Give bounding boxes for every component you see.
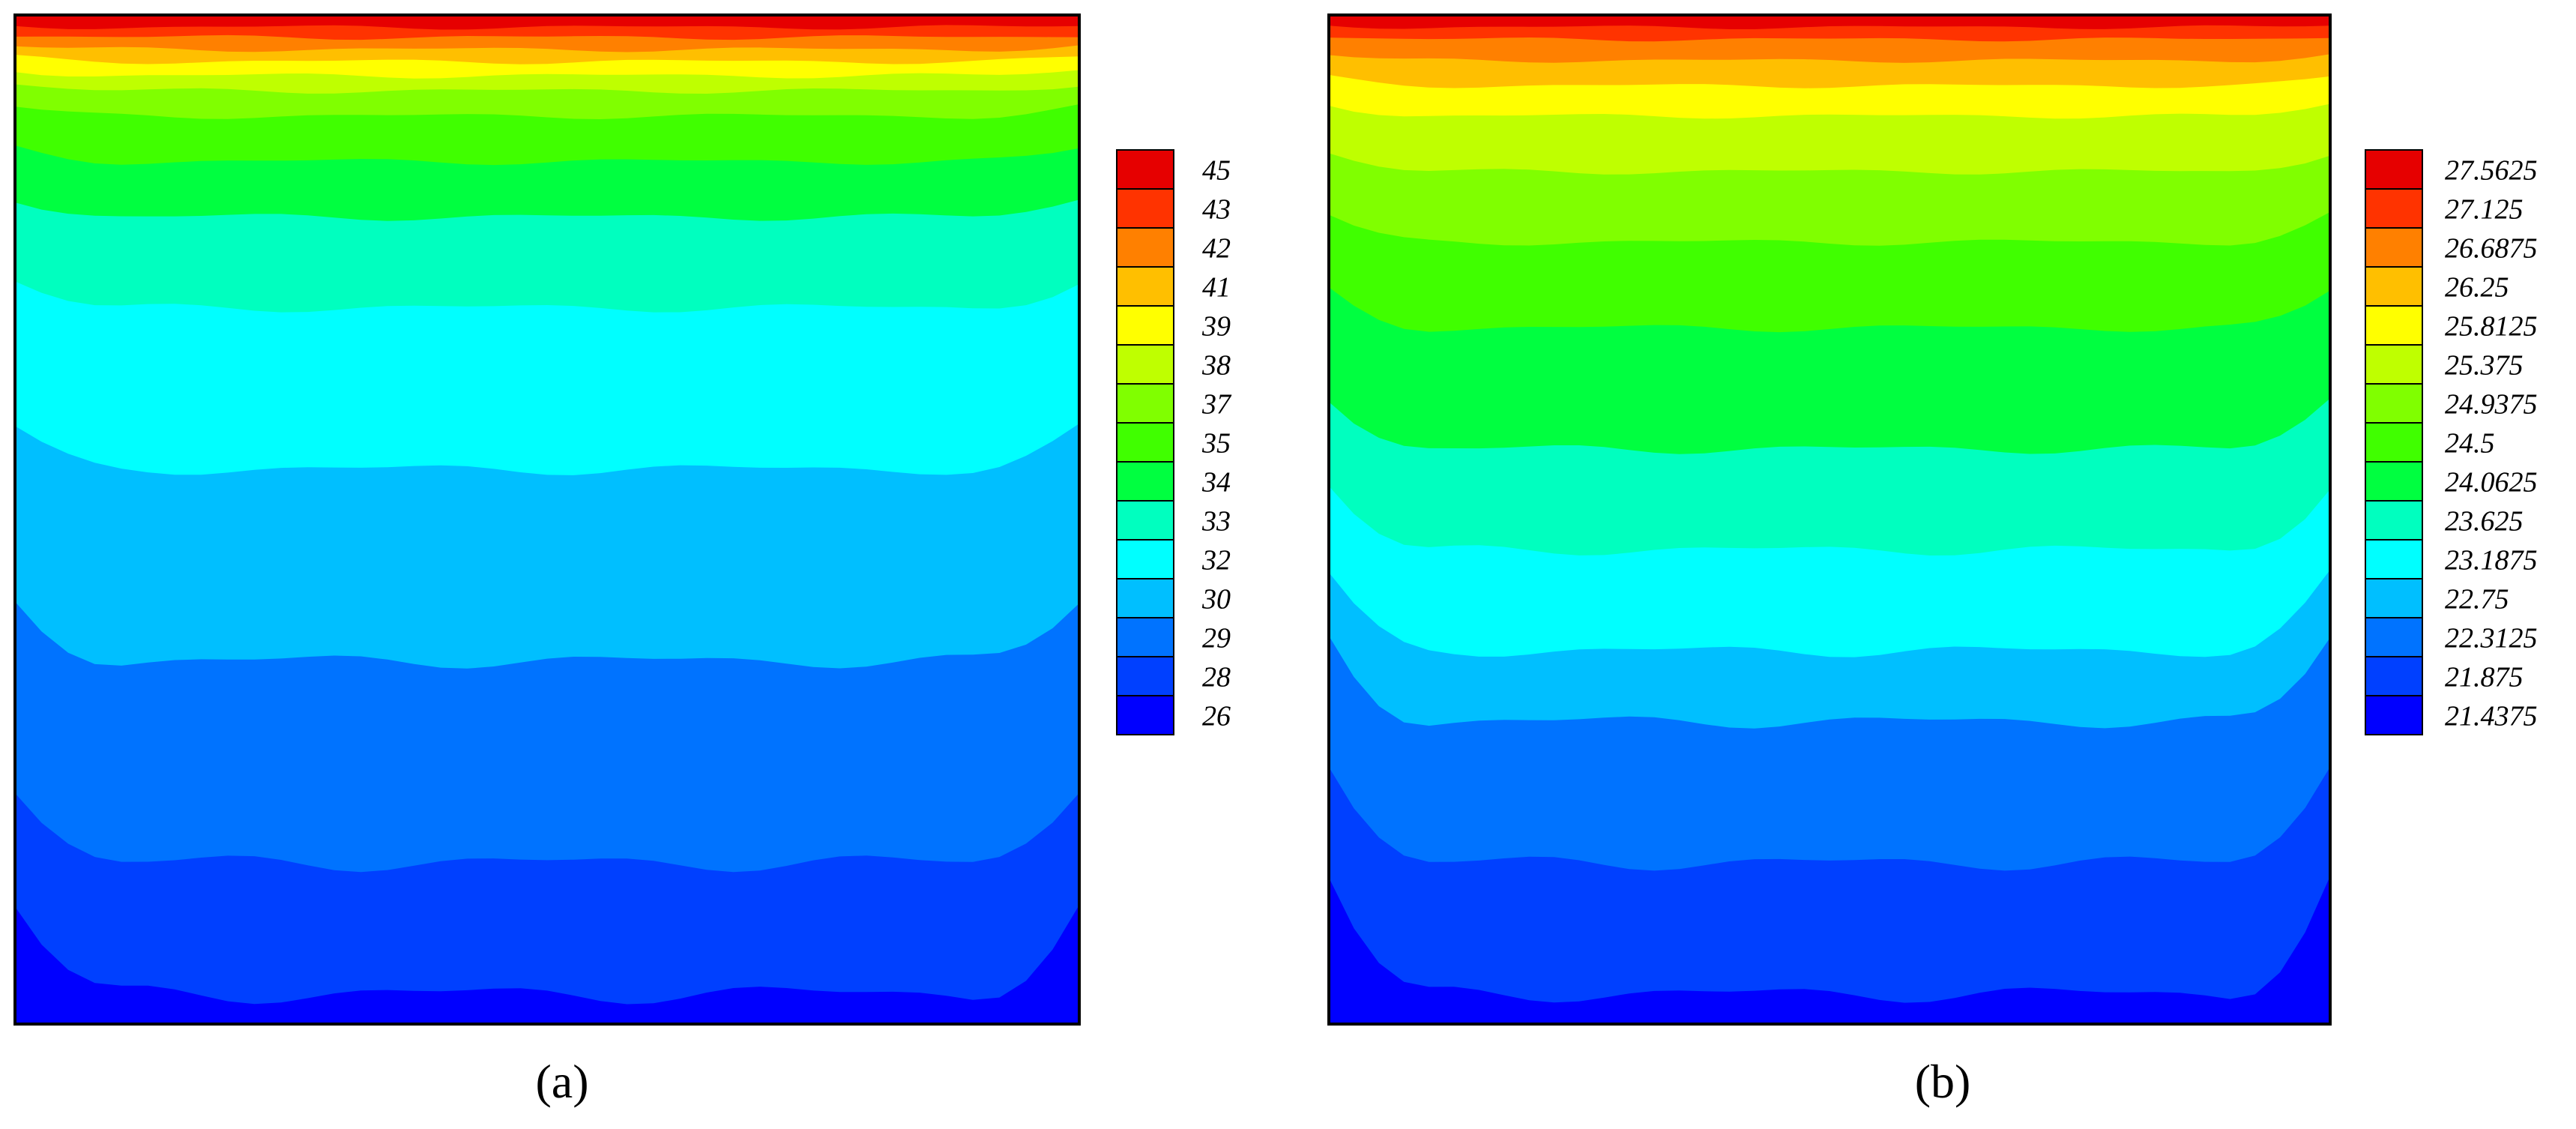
- legend-label: 29: [1202, 622, 1231, 654]
- legend-swatch: [2365, 617, 2423, 657]
- legend-label: 27.125: [2445, 193, 2524, 225]
- legend-label: 26.6875: [2445, 232, 2538, 264]
- plot-frame: [13, 13, 1081, 1026]
- legend-label: 27.5625: [2445, 154, 2538, 186]
- legend-label: 33: [1201, 505, 1231, 537]
- legend-b: 27.5625 27.125 26.6875 26.25 25.8125 25.375 24…: [2365, 149, 2538, 735]
- legend-swatch: [2365, 227, 2423, 268]
- legend-label: 45: [1202, 154, 1231, 186]
- legend-label: 28: [1202, 661, 1231, 693]
- legend-swatch: [2365, 422, 2423, 463]
- legend-swatch: [2365, 461, 2423, 502]
- legend-swatch: [1116, 188, 1174, 229]
- legend-swatch: [1116, 344, 1174, 385]
- legend-a: 45 43 42 41 39 38 37 35 34 33 32 30 29 28 26: [1116, 149, 1232, 735]
- legend-label: 34: [1201, 466, 1231, 498]
- legend-label: 23.1875: [2445, 544, 2538, 576]
- legend-swatch: [2365, 188, 2423, 229]
- legend-label: 26.25: [2445, 271, 2509, 303]
- legend-label: 42: [1202, 232, 1231, 264]
- legend-swatch: [1116, 305, 1174, 346]
- legend-swatch: [1116, 539, 1174, 579]
- legend-swatch: [2365, 344, 2423, 385]
- plot-frame: [1327, 13, 2332, 1026]
- legend-swatch: [1116, 617, 1174, 657]
- legend-swatch: [1116, 149, 1174, 190]
- legend-label: 39: [1201, 310, 1231, 342]
- legend-label: 23.625: [2445, 505, 2524, 537]
- legend-swatch: [2365, 578, 2423, 618]
- legend-swatch: [1116, 227, 1174, 268]
- contour-panel-a: [13, 13, 1081, 1026]
- legend-swatch: [2365, 539, 2423, 579]
- legend-swatch: [2365, 500, 2423, 541]
- legend-label: 30: [1201, 583, 1231, 615]
- legend-label: 38: [1201, 349, 1231, 381]
- legend-swatch: [2365, 305, 2423, 346]
- legend-swatch: [1116, 500, 1174, 541]
- legend-label: 41: [1202, 271, 1231, 303]
- legend-label: 22.75: [2445, 583, 2509, 615]
- legend-label: 24.5: [2445, 427, 2495, 459]
- legend-swatch: [1116, 578, 1174, 618]
- legend-swatch: [2365, 149, 2423, 190]
- legend-swatch: [1116, 422, 1174, 463]
- legend-label: 43: [1202, 193, 1231, 225]
- caption-b: (b): [1915, 1055, 1971, 1108]
- legend-label: 21.875: [2445, 661, 2524, 693]
- legend-label: 35: [1201, 427, 1231, 459]
- legend-swatch: [1116, 383, 1174, 424]
- legend-label: 25.375: [2445, 349, 2524, 381]
- legend-swatch: [2365, 383, 2423, 424]
- contour-band: [15, 15, 1079, 30]
- legend-label: 22.3125: [2445, 622, 2538, 654]
- legend-label: 21.4375: [2445, 700, 2538, 732]
- caption-a: (a): [535, 1055, 588, 1108]
- legend-label: 37: [1201, 388, 1232, 420]
- legend-swatch: [2365, 695, 2423, 735]
- legend-swatch: [2365, 656, 2423, 696]
- legend-swatch: [1116, 461, 1174, 502]
- legend-label: 26: [1202, 700, 1231, 732]
- legend-swatch: [1116, 266, 1174, 307]
- legend-swatch: [1116, 695, 1174, 735]
- legend-swatch: [2365, 266, 2423, 307]
- legend-label: 25.8125: [2445, 310, 2538, 342]
- contour-panel-b: [1327, 13, 2332, 1026]
- legend-label: 32: [1201, 544, 1231, 576]
- legend-label: 24.9375: [2445, 388, 2538, 420]
- contour-band: [1329, 15, 2330, 29]
- legend-label: 24.0625: [2445, 466, 2538, 498]
- legend-swatch: [1116, 656, 1174, 696]
